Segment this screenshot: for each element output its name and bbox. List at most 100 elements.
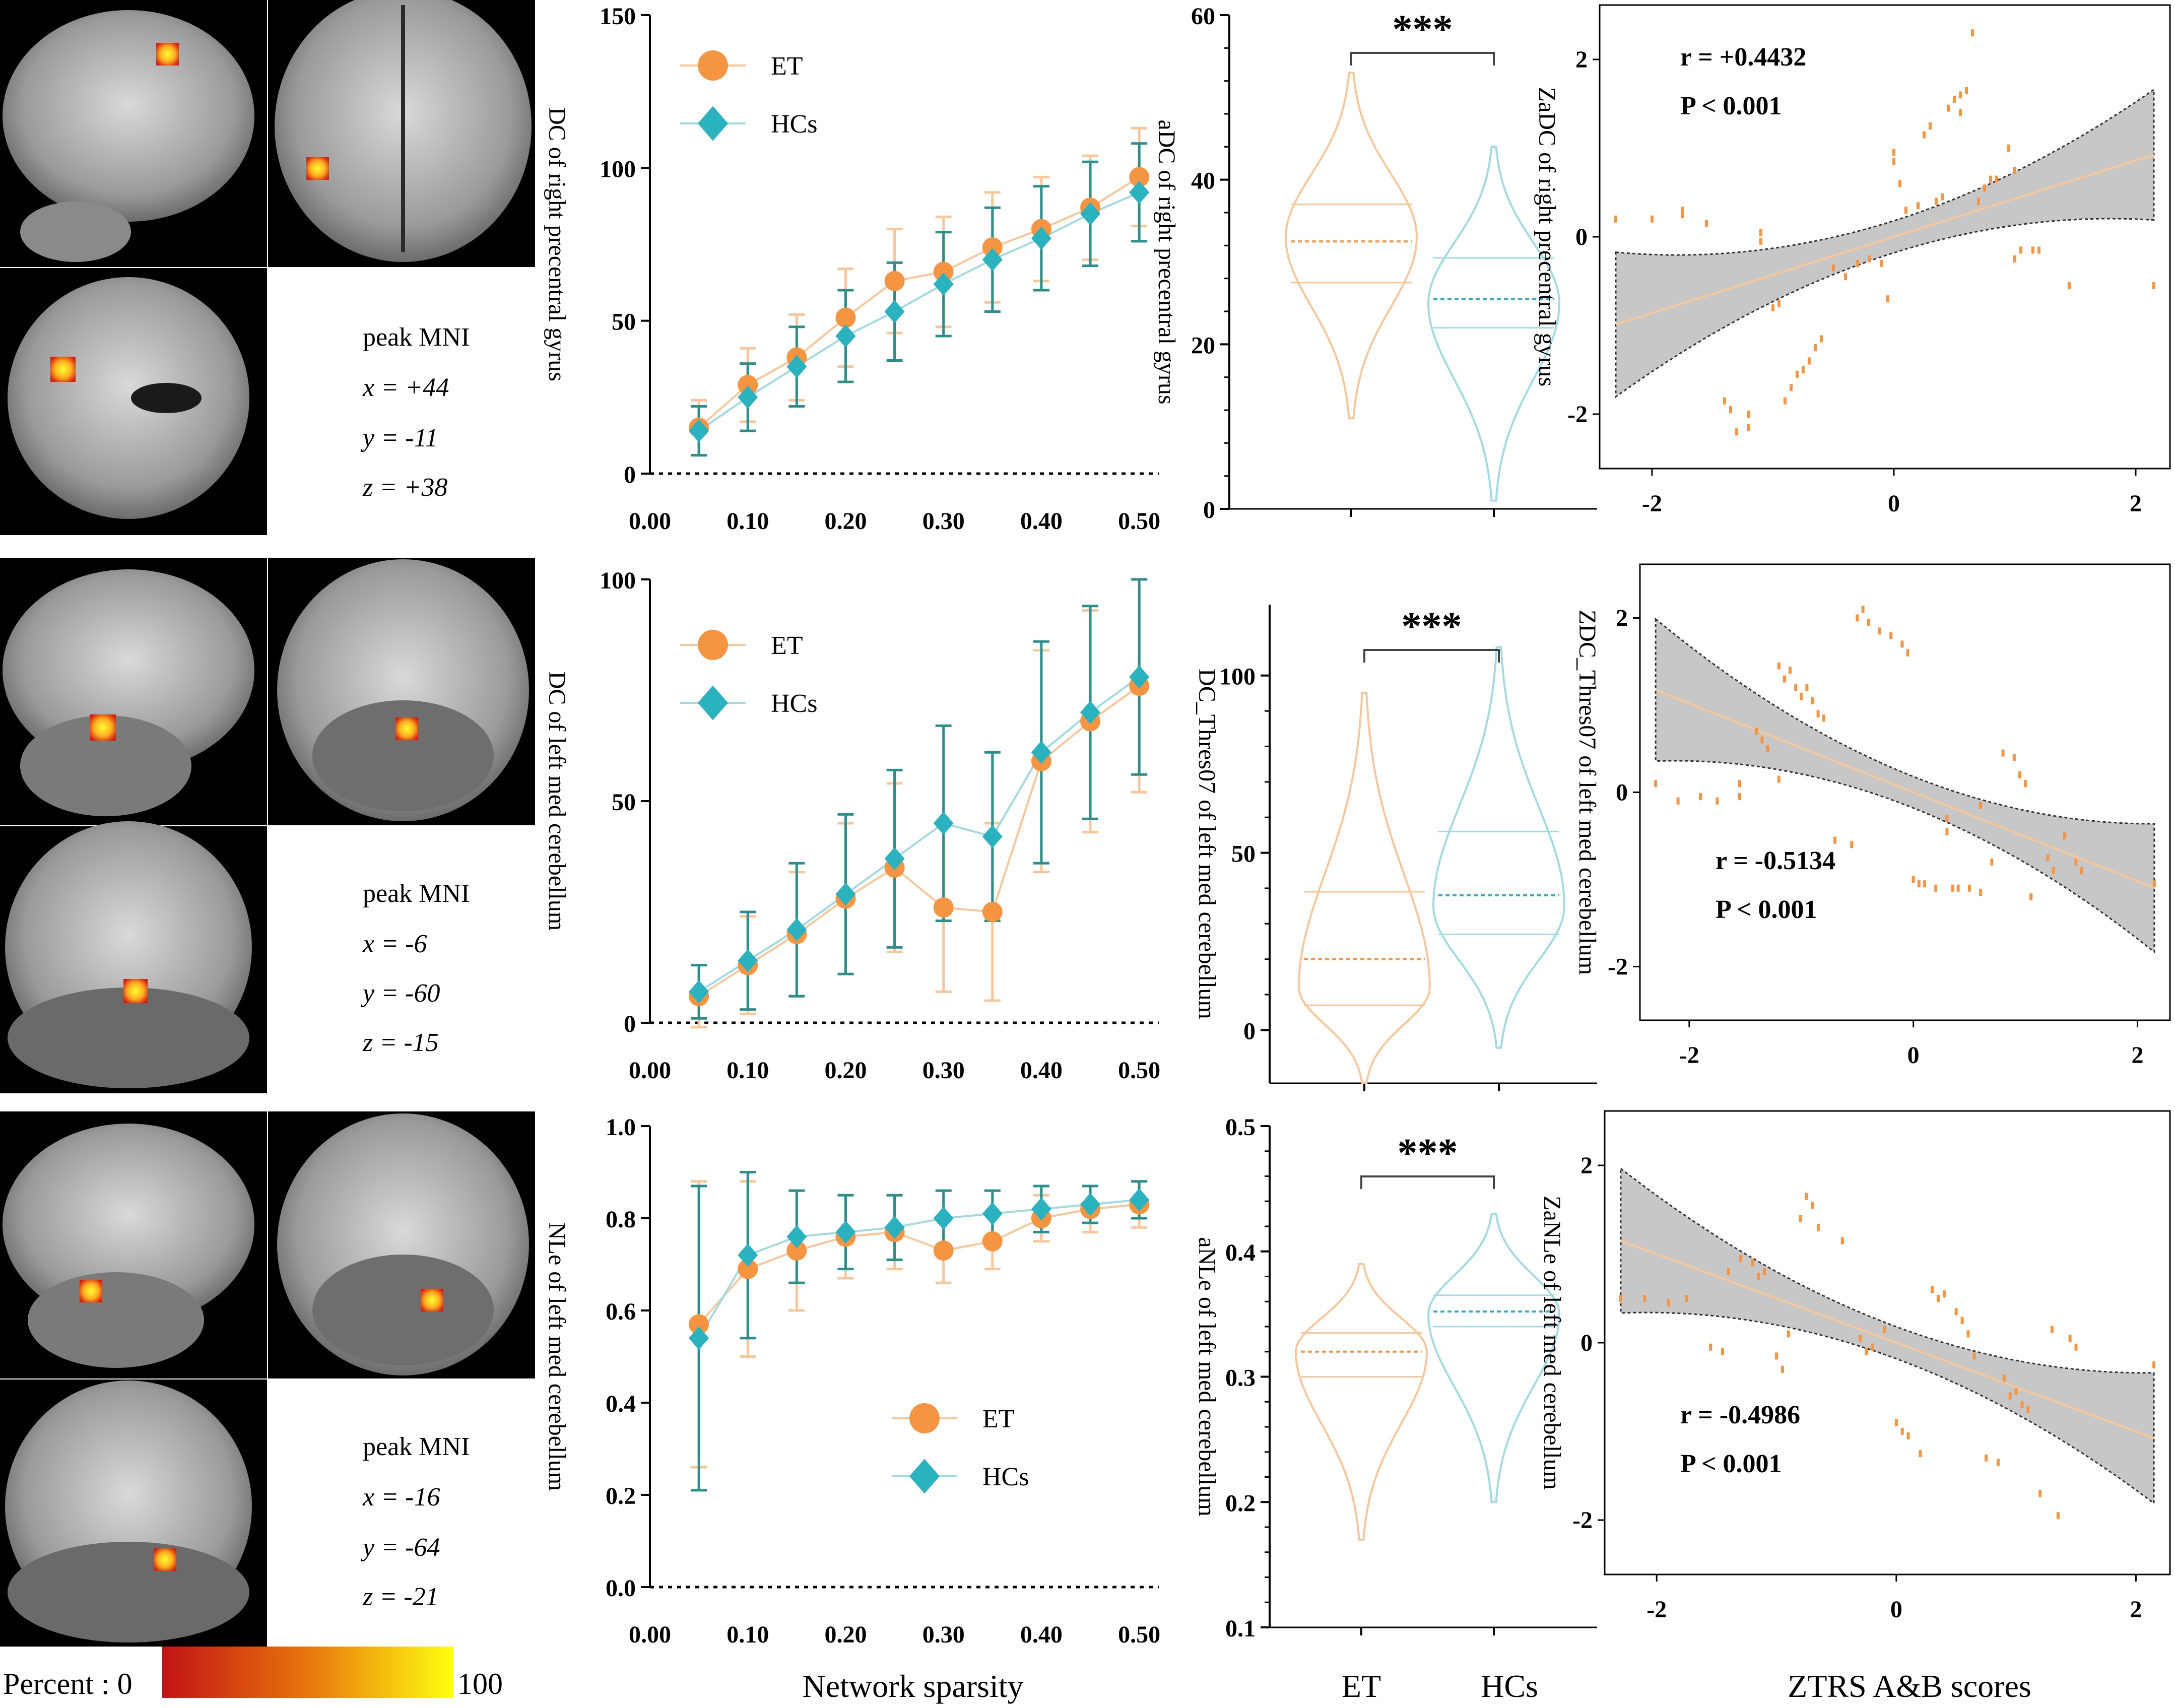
scatter-point: [1906, 649, 1909, 656]
scatter-point: [1667, 1299, 1671, 1306]
scatter-point: [1979, 889, 1983, 896]
y-tick-label: 150: [600, 3, 636, 30]
scatter-point: [2012, 754, 2016, 761]
scatter-point: [1766, 745, 1769, 752]
scatter-point: [2018, 771, 2021, 778]
scatter-point: [1883, 1326, 1886, 1333]
y-tick-label: 100: [600, 156, 636, 182]
violin-x-label-hc: HCs: [1481, 1668, 1538, 1704]
mni-title: peak MNI: [363, 879, 470, 908]
et-point: [738, 1259, 758, 1279]
mni-title: peak MNI: [363, 1432, 470, 1461]
y-tick-label: -2: [1608, 954, 1628, 980]
scatter-points: [1654, 606, 2156, 901]
y-axis-title: aNLe of left med cerebellum: [1194, 1237, 1220, 1516]
significance-label: ***: [1398, 1131, 1458, 1175]
x-tick-label: 0.40: [1020, 1057, 1063, 1084]
scatter-point: [1699, 793, 1702, 801]
scatter-point: [1856, 614, 1859, 622]
series-line: [698, 1199, 1140, 1339]
scatter-point: [1784, 397, 1787, 405]
scatter-point: [1934, 884, 1938, 892]
x-tick-label: 0.10: [727, 1621, 769, 1648]
hc-point: [933, 812, 954, 835]
hc-point: [786, 1225, 807, 1249]
scatter-point: [1951, 884, 1954, 892]
y-tick-label: 100: [600, 567, 636, 594]
scatter-point: [1945, 828, 1949, 835]
scatter-point: [1894, 1419, 1898, 1426]
scatter-point: [1856, 259, 1859, 267]
scatter-point: [2002, 1374, 2006, 1382]
sagittal-slice-image: [3, 1124, 254, 1325]
hc-point: [982, 825, 1003, 848]
hc-point: [982, 248, 1003, 272]
y-tick-label: 0: [1243, 1018, 1256, 1044]
hc-point: [689, 980, 709, 1004]
x-tick-label: 2: [2130, 490, 2142, 517]
activation-blob: [396, 717, 418, 740]
hc-point: [738, 385, 758, 409]
scatter-point: [1796, 370, 1799, 378]
scatter-point: [1983, 184, 1986, 192]
hc-point: [933, 272, 954, 296]
x-tick-label: 0.20: [824, 1621, 867, 1648]
y-tick-label: 100: [1219, 664, 1256, 690]
scatter-point: [1917, 202, 1920, 210]
scatter-point: [1799, 1215, 1802, 1222]
scatter-point: [1878, 627, 1881, 635]
scatter-point: [1979, 802, 1983, 809]
violin-HCs: [1432, 646, 1565, 1049]
et-point: [884, 271, 905, 291]
series-line: [698, 176, 1140, 429]
sagittal-slice-image: [3, 10, 254, 222]
et-point: [738, 375, 758, 396]
violin-x-label-et: ET: [1342, 1668, 1381, 1704]
et-point: [1129, 167, 1150, 187]
hc-point: [884, 300, 905, 323]
scatter-point: [1919, 1450, 1922, 1457]
scatter-point: [1619, 1295, 1622, 1302]
violin-ET: [1295, 1263, 1428, 1541]
coronal-slice-image: [8, 277, 249, 519]
hc-point: [835, 324, 856, 348]
scatter-point: [1777, 300, 1781, 307]
scatter-point: [2068, 282, 2071, 289]
scatter-point: [1781, 1365, 1784, 1373]
scatter-point: [2013, 255, 2016, 262]
violin-shape: [1295, 1263, 1428, 1541]
violin-HCs: [1427, 1213, 1561, 1503]
et-point: [909, 1403, 940, 1433]
scatter-point: [1900, 1428, 1904, 1435]
x-tick-label: 0.50: [1118, 1057, 1160, 1084]
violin-shape: [1298, 692, 1431, 1084]
brain-panels: [0, 0, 535, 1647]
x-tick-label: 0.30: [922, 1621, 965, 1648]
series-line: [698, 685, 1140, 997]
bracket-line: [1363, 649, 1500, 663]
scatter-point: [1935, 198, 1938, 205]
y-tick-label: 0: [1203, 497, 1215, 523]
scatter-point: [1676, 797, 1680, 805]
line-chart-1: 0 50 100 150 0.00 0.10 0.20 0.30 0.40 0.50 ET HCs DC…: [544, 3, 1160, 535]
scatter-chart-1: -2 0 2 -2 0 2 r = +0.4432 P < 0.001 ZaDC of righ…: [1534, 4, 2171, 517]
hc-point: [738, 949, 758, 972]
scatter-point: [2152, 880, 2156, 888]
x-tick-label: 0.00: [629, 1621, 671, 1648]
colorbar-max-label: 100: [457, 1667, 503, 1700]
scatter-point: [1789, 667, 1792, 674]
hc-point: [1031, 741, 1051, 764]
y-tick-label: 50: [612, 309, 636, 336]
brain-row-3: [0, 1111, 535, 1647]
x-tick-label: 0: [1888, 490, 1900, 517]
x-tick-label: 0.40: [1020, 508, 1063, 535]
line-chart-2: 0 50 100 0.00 0.10 0.20 0.30 0.40 0.50 ET HCs DC of…: [544, 567, 1160, 1084]
scatter-point: [1871, 1343, 1874, 1351]
scatter-point: [1898, 180, 1901, 187]
activation-blob: [50, 357, 76, 382]
scatter-point: [1759, 229, 1762, 236]
scatter-point: [2014, 1388, 2018, 1395]
hc-point: [738, 1243, 758, 1267]
scatter-point: [1811, 1202, 1814, 1209]
